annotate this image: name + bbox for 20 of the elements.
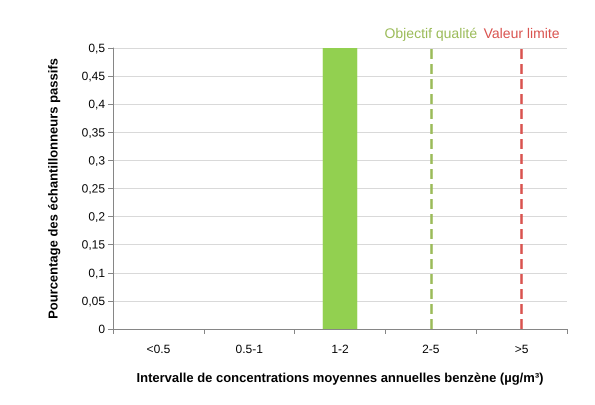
x-tick-label: 2-5 (422, 342, 440, 356)
y-tick-label: 0,3 (88, 153, 106, 168)
y-tick-label: 0,25 (82, 182, 106, 196)
x-tick-label: <0.5 (146, 342, 171, 356)
x-tick-label: 1-2 (331, 342, 349, 356)
y-tick-label: 0,1 (88, 266, 106, 280)
x-tick-label: 0.5-1 (236, 342, 264, 356)
y-tick-label: 0,4 (88, 97, 106, 112)
y-tick-label: 0 (98, 322, 106, 336)
y-tick-label: 0,05 (82, 294, 106, 308)
y-tick-label: 0,45 (82, 69, 106, 84)
y-tick-label: 0,5 (88, 41, 106, 55)
x-tick-label: >5 (514, 342, 529, 356)
y-tick-label: 0,2 (88, 210, 106, 224)
y-axis-title: Pourcentage des échantillonneurs passifs (46, 58, 60, 319)
y-tick-label: 0,15 (82, 238, 106, 252)
y-tick-label: 0,35 (82, 125, 106, 140)
x-axis-title: Intervalle de concentrations moyennes annuelles benzène (µg/m³) (136, 370, 544, 385)
ref-line-label: Valeur limite (484, 25, 560, 41)
ref-line-label: Objectif qualité (384, 25, 478, 41)
